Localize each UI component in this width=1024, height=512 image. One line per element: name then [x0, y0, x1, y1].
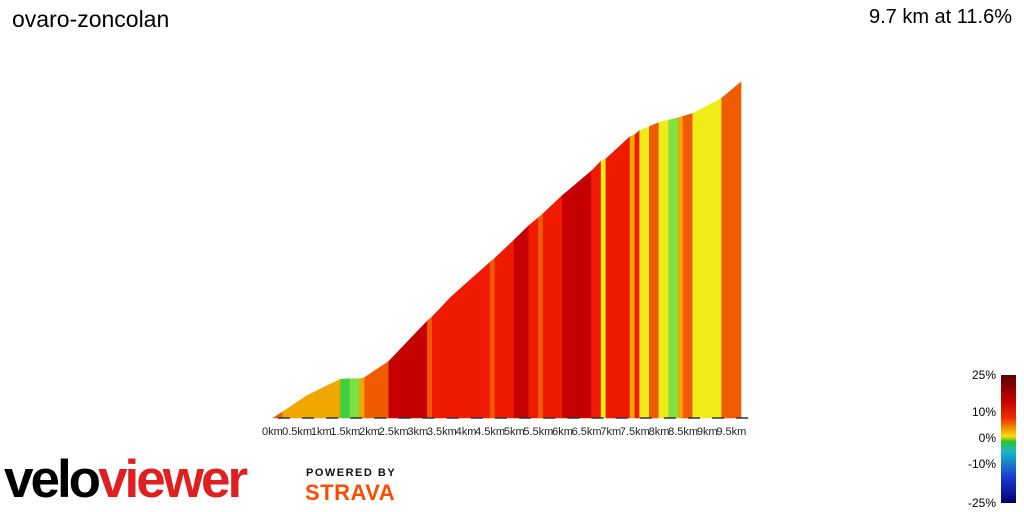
x-tick-label-17: 8.5km [668, 426, 698, 438]
x-tick-label-5: 2.5km [379, 426, 409, 438]
profile-segment-22 [634, 129, 640, 419]
x-tick-label-3: 1.5km [330, 426, 360, 438]
x-tick-label-0: 0km [262, 426, 283, 438]
legend-label-neg25: -25% [967, 496, 996, 510]
legend-label-0: 0% [978, 431, 996, 445]
profile-segment-23 [639, 126, 650, 419]
x-tick-label-6: 3km [407, 426, 428, 438]
legend-label-neg10: -10% [967, 457, 996, 471]
profile-segment-30 [721, 81, 742, 419]
profile-segment-7 [388, 320, 428, 419]
x-tick-label-11: 5.5km [523, 426, 553, 438]
profile-segment-10 [451, 261, 491, 419]
x-tick-label-7: 3.5km [427, 426, 457, 438]
x-tick-label-10: 5km [504, 426, 525, 438]
profile-segments [271, 81, 742, 419]
profile-segment-12 [494, 239, 515, 419]
x-tick-label-9: 4.5km [475, 426, 505, 438]
x-tick-label-12: 6km [552, 426, 573, 438]
x-tick-label-19: 9.5km [716, 426, 746, 438]
profile-segment-3 [340, 378, 351, 419]
profile-segment-6 [364, 360, 390, 419]
x-tick-label-15: 7.5km [620, 426, 650, 438]
x-tick-label-1: 0.5km [282, 426, 312, 438]
profile-segment-0 [271, 411, 283, 419]
profile-segment-27 [677, 116, 684, 419]
profile-segment-19 [600, 158, 607, 419]
logo-velo-text: velo [4, 450, 101, 509]
veloviewer-logo[interactable]: veloviewer [4, 450, 248, 509]
x-tick-label-16: 8km [649, 426, 670, 438]
powered-by-label: POWERED BY [306, 467, 397, 479]
profile-segment-29 [692, 97, 723, 419]
x-tick-label-2: 1km [311, 426, 332, 438]
climb-summary: 9.7 km at 11.6% [868, 6, 1012, 28]
profile-segment-5 [359, 377, 365, 419]
profile-segment-21 [629, 134, 636, 419]
x-tick-label-18: 9km [697, 426, 718, 438]
x-tick-label-8: 4km [456, 426, 477, 438]
page-title: ovaro-zoncolan [12, 6, 170, 32]
profile-segment-18 [591, 160, 602, 419]
profile-segment-2 [306, 378, 341, 419]
profile-segment-20 [605, 135, 631, 419]
profile-segment-8 [427, 316, 433, 419]
legend-label-25: 25% [971, 368, 996, 382]
profile-segment-28 [682, 113, 694, 419]
profile-segment-15 [538, 212, 544, 419]
x-axis-ticks: 0km 0.5km1km1.5km2km2.5km3km3.5km4km4.5km… [262, 426, 746, 438]
x-tick-label-4: 2km [359, 426, 380, 438]
profile-segment-24 [649, 122, 660, 419]
strava-logo[interactable]: STRAVA [305, 480, 396, 505]
x-tick-label-13: 6.5km [572, 426, 602, 438]
profile-segment-1 [282, 395, 308, 419]
profile-segment-9 [431, 295, 452, 419]
grade-color-scale [1001, 375, 1016, 503]
profile-segment-11 [489, 257, 496, 419]
logo-viewer-text: viewer [98, 450, 248, 509]
profile-segment-16 [542, 194, 563, 419]
legend-label-10: 10% [971, 405, 996, 419]
profile-segment-25 [658, 119, 669, 419]
profile-segment-14 [528, 216, 539, 419]
profile-segment-26 [668, 117, 679, 419]
profile-segment-17 [562, 170, 592, 419]
profile-segment-4 [349, 378, 361, 419]
profile-segment-13 [513, 224, 530, 419]
x-tick-label-14: 7km [600, 426, 621, 438]
